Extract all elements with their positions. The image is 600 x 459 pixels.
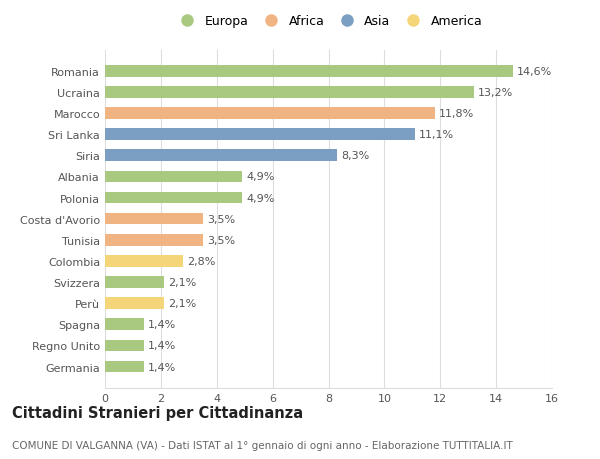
Bar (105, 256, 183, 267)
Bar (105, 108, 434, 120)
Bar (105, 235, 203, 246)
Bar (105, 192, 242, 204)
Text: 2,1%: 2,1% (168, 298, 196, 308)
Bar (105, 129, 415, 140)
Text: 2,1%: 2,1% (168, 277, 196, 287)
Bar (105, 298, 164, 309)
Bar (105, 171, 242, 183)
Text: 11,8%: 11,8% (439, 109, 474, 119)
Text: 4,9%: 4,9% (246, 193, 274, 203)
Text: 2,8%: 2,8% (187, 256, 216, 266)
Text: Cittadini Stranieri per Cittadinanza: Cittadini Stranieri per Cittadinanza (12, 405, 303, 420)
Bar (105, 66, 513, 78)
Text: COMUNE DI VALGANNA (VA) - Dati ISTAT al 1° gennaio di ogni anno - Elaborazione T: COMUNE DI VALGANNA (VA) - Dati ISTAT al … (12, 440, 513, 450)
Text: 3,5%: 3,5% (207, 235, 235, 245)
Text: 14,6%: 14,6% (517, 67, 553, 77)
Text: 11,1%: 11,1% (419, 130, 454, 140)
Bar (105, 319, 144, 330)
Bar (105, 361, 144, 373)
Text: 1,4%: 1,4% (148, 362, 176, 372)
Text: 1,4%: 1,4% (148, 319, 176, 330)
Text: 3,5%: 3,5% (207, 214, 235, 224)
Bar (105, 150, 337, 162)
Text: 8,3%: 8,3% (341, 151, 370, 161)
Text: 4,9%: 4,9% (246, 172, 274, 182)
Bar (105, 340, 144, 352)
Text: 1,4%: 1,4% (148, 341, 176, 351)
Bar (105, 213, 203, 225)
Text: 13,2%: 13,2% (478, 88, 513, 98)
Bar (105, 87, 474, 99)
Bar (105, 277, 164, 288)
Legend: Europa, Africa, Asia, America: Europa, Africa, Asia, America (172, 13, 485, 31)
